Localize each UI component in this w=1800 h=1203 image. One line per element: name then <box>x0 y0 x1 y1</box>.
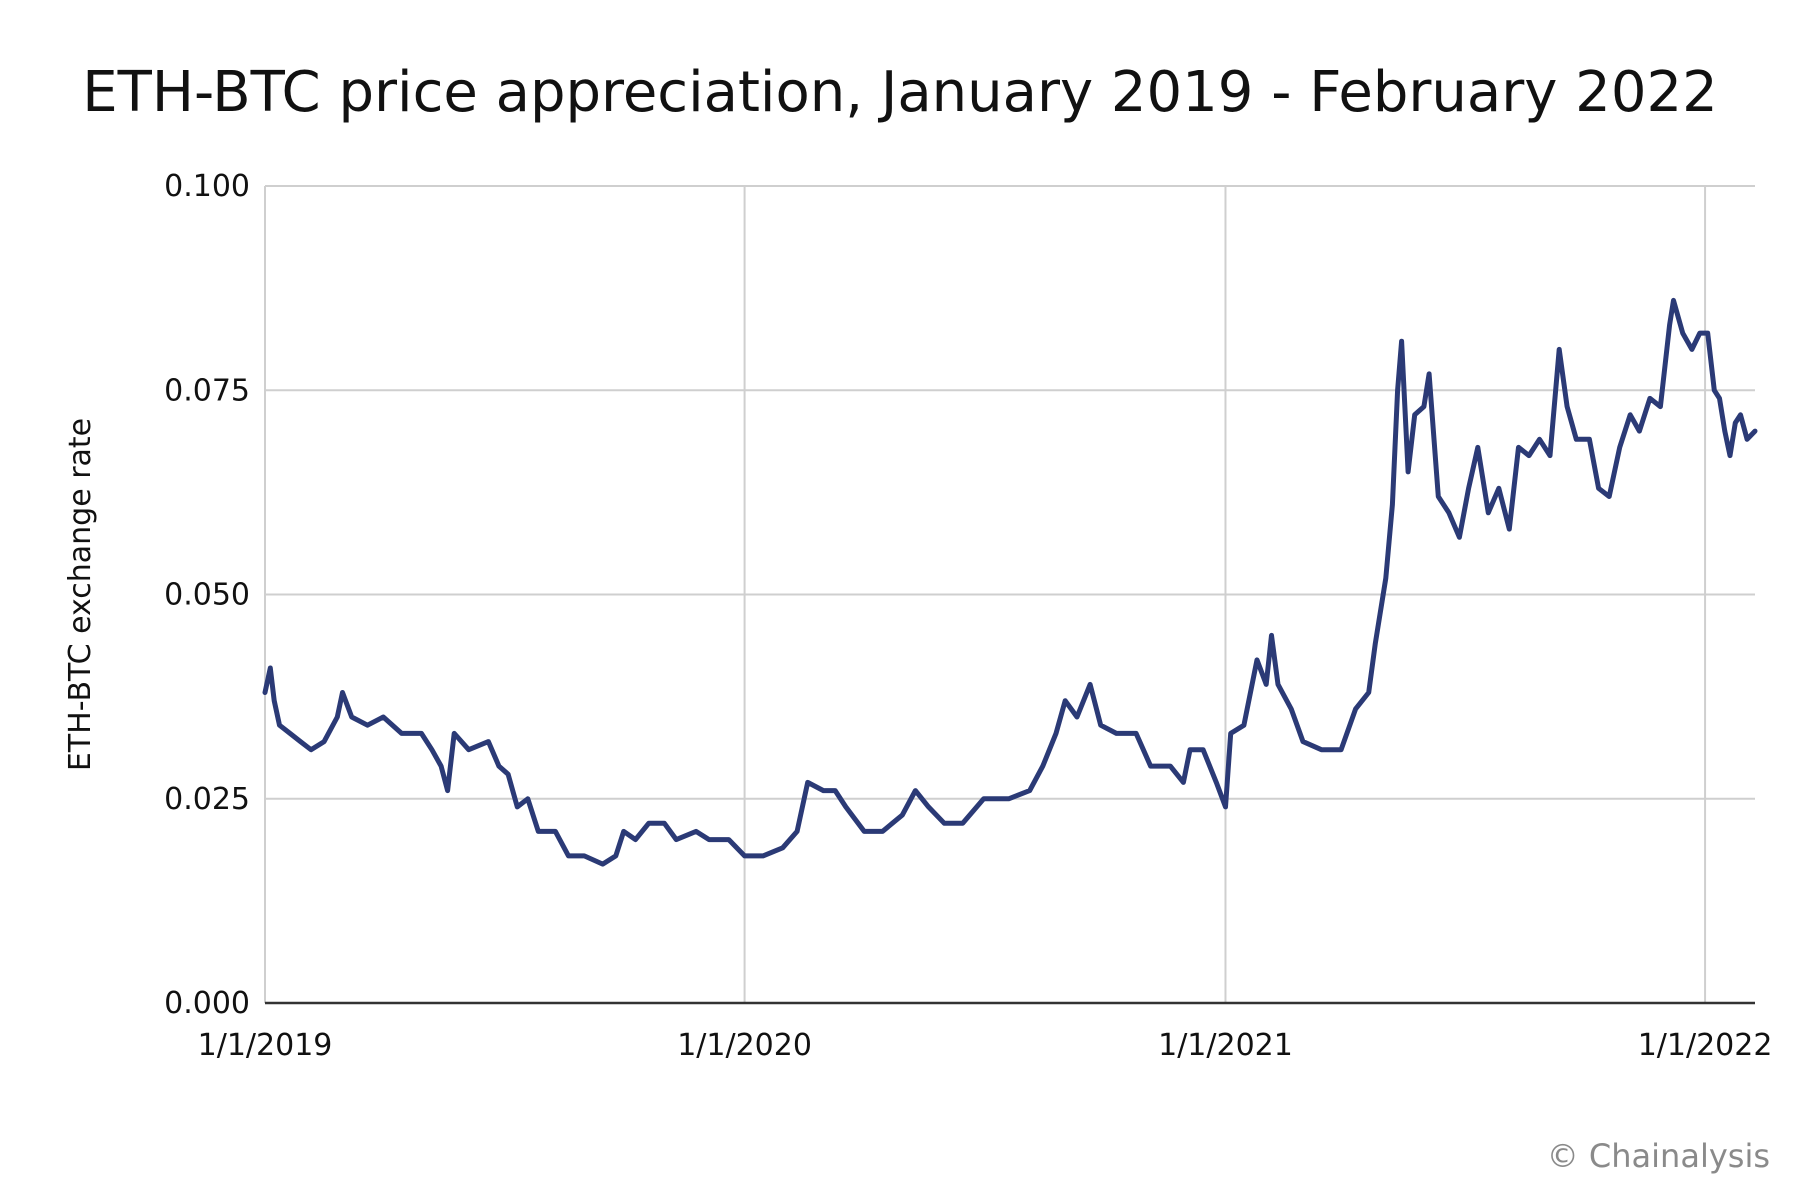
y-tick-label: 0.050 <box>164 578 250 613</box>
series-layer <box>262 297 1758 867</box>
y-tick-label: 0.000 <box>164 986 250 1021</box>
series-line <box>262 297 1758 867</box>
y-tick-label: 0.075 <box>164 373 250 408</box>
copyright-notice: © Chainalysis <box>1546 1137 1770 1175</box>
x-tick-label: 1/1/2021 <box>1158 1028 1293 1063</box>
chart-title: ETH-BTC price appreciation, January 2019… <box>82 60 1718 125</box>
y-tick-label: 0.025 <box>164 782 250 817</box>
x-tick-label: 1/1/2019 <box>198 1028 333 1063</box>
x-tick-label: 1/1/2020 <box>677 1028 812 1063</box>
y-tick-label: 0.100 <box>164 169 250 204</box>
y-axis-title: ETH-BTC exchange rate <box>63 418 98 771</box>
axes <box>264 186 1755 1005</box>
x-tick-label: 1/1/2022 <box>1638 1028 1773 1063</box>
tick-labels: 0.000 0.025 0.050 0.075 0.100 1/1/2019 1/1/202… <box>164 169 1772 1063</box>
grid-lines <box>265 185 1755 1003</box>
